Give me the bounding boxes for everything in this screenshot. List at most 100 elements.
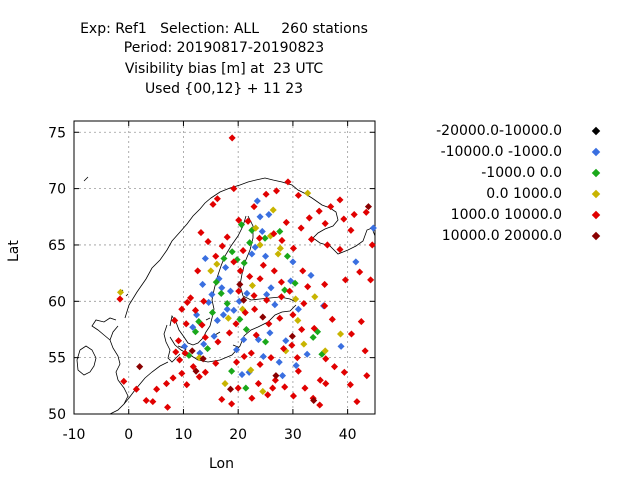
data-point-series-3 [221,380,229,388]
data-point-series-5 [259,313,267,321]
data-point-series-1 [226,287,235,295]
data-point-series-4 [153,385,161,393]
data-point-series-4 [316,376,324,384]
data-point-series-2 [281,286,289,294]
data-point-series-4 [235,287,243,295]
data-point-series-4 [176,356,184,364]
data-point-series-4 [316,401,324,409]
data-point-series-3 [116,288,125,296]
data-point-series-4 [328,315,336,323]
data-point-series-4 [289,311,297,319]
legend-label: 1000.0 10000.0 [450,207,562,223]
plot-frame [73,120,376,415]
data-point-series-4 [240,352,248,361]
data-point-series-1 [196,349,204,357]
data-point-series-4 [198,321,206,329]
data-point-series-2 [242,325,250,334]
data-point-series-5 [364,203,372,211]
data-point-series-1 [199,280,207,288]
data-point-series-4 [289,392,297,400]
data-point-series-3 [294,316,302,325]
data-point-series-4 [171,316,179,325]
data-point-series-4 [294,191,302,199]
data-point-series-1 [275,358,283,366]
data-point-series-2 [246,239,254,247]
data-point-series-2 [242,384,250,392]
x-axis-label: Lon [209,456,234,472]
data-point-series-4 [271,376,279,384]
data-point-series-1 [369,224,377,232]
data-point-series-4 [294,367,302,375]
data-point-series-4 [164,403,172,411]
data-point-series-3 [336,330,345,338]
data-point-series-4 [277,293,285,301]
data-point-series-4 [251,305,259,313]
data-point-series-4 [181,349,189,357]
data-point-series-5 [272,372,280,380]
data-point-series-4 [278,236,286,244]
x-tick-label: -10 [63,427,86,443]
data-point-series-1 [181,342,189,350]
data-point-series-4 [272,187,281,195]
data-point-series-1 [240,336,248,344]
data-point-series-2 [220,254,228,263]
data-point-series-2 [276,227,284,235]
data-point-series-4 [341,276,349,284]
data-point-series-1 [282,337,290,345]
data-point-series-4 [356,268,364,276]
data-point-series-1 [208,291,216,299]
data-point-series-1 [251,243,259,251]
data-point-series-1 [248,250,256,258]
data-point-series-5 [288,332,296,340]
data-point-series-1 [267,284,275,292]
data-point-series-2 [228,367,236,375]
data-point-series-4 [244,217,252,225]
data-point-series-4 [228,400,236,408]
x-tick-label: 10 [175,427,193,443]
data-point-series-4 [264,391,272,399]
data-point-series-4 [363,372,371,380]
data-point-series-4 [300,300,308,308]
data-point-series-4 [282,218,290,226]
data-point-series-4 [189,363,197,371]
data-point-series-3 [259,387,267,395]
legend-label: 10000.0 20000.0 [441,228,562,244]
data-point-series-4 [214,338,222,346]
data-point-series-4 [265,320,273,328]
data-point-series-4 [194,267,202,275]
data-point-series-4 [327,203,335,211]
data-point-series-4 [270,267,278,275]
data-point-series-4 [289,244,297,252]
legend-label: 0.0 1000.0 [486,186,562,202]
coastline-map [76,176,376,415]
data-point-series-3 [304,189,312,197]
title-line-2: Period: 20190817-20190823 [123,40,325,56]
data-point-series-4 [230,258,238,266]
data-point-series-4 [330,363,339,371]
data-point-series-2 [212,278,220,286]
data-point-series-5 [136,363,144,371]
data-point-series-4 [347,330,356,338]
data-point-series-2 [208,309,216,317]
y-tick-label: 65 [48,238,66,254]
data-point-series-5 [188,347,196,355]
data-point-series-1 [307,271,315,279]
data-point-series-2 [191,328,200,336]
data-point-series-4 [172,348,180,356]
data-point-series-4 [250,292,258,300]
data-point-series-4 [183,298,191,306]
data-point-series-4 [310,324,318,332]
data-point-series-4 [315,207,323,215]
data-point-series-1 [200,340,208,348]
data-point-series-1 [223,305,231,313]
data-point-series-4 [200,297,208,305]
title-line-3: Visibility bias [m] at 23 UTC [124,61,324,77]
data-point-series-4 [218,242,226,250]
data-point-series-1 [303,350,311,358]
data-point-series-4 [336,196,344,204]
data-point-series-2 [223,300,231,308]
data-point-series-1 [213,316,221,325]
data-point-series-4 [142,396,150,405]
data-point-series-1 [243,289,251,297]
data-point-series-4 [201,333,209,341]
